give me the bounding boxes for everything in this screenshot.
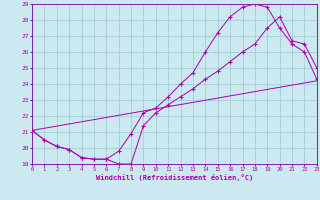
X-axis label: Windchill (Refroidissement éolien,°C): Windchill (Refroidissement éolien,°C) [96,174,253,181]
